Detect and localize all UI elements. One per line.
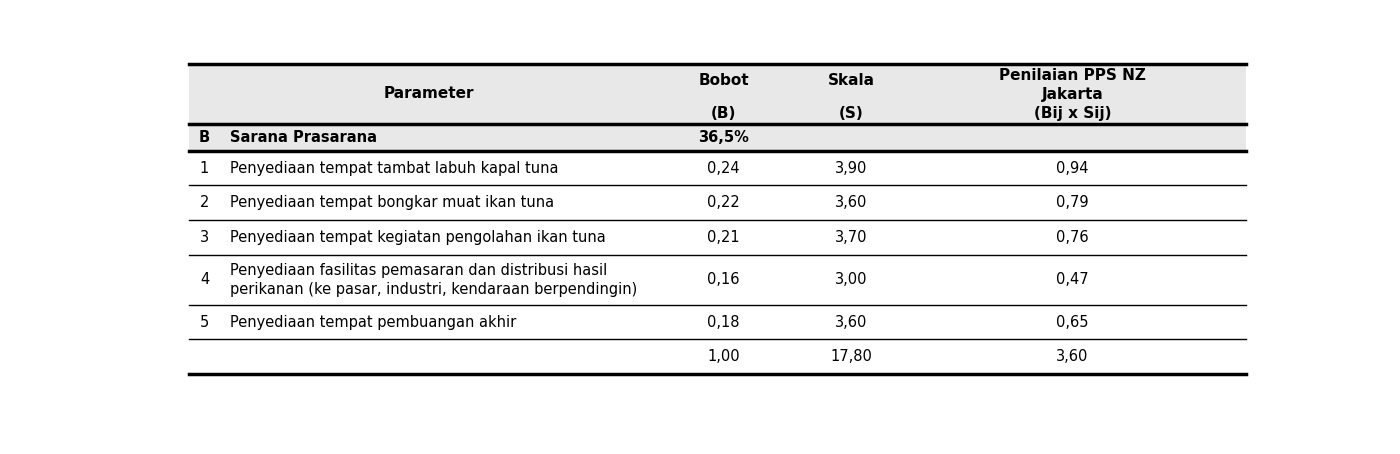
Text: 1: 1 [200, 161, 209, 176]
Text: 0,65: 0,65 [1056, 315, 1089, 330]
Text: 3,60: 3,60 [836, 315, 868, 330]
Bar [189, 64, 1246, 124]
Text: Bobot: Bobot [699, 73, 749, 88]
Text: Penyediaan tempat tambat labuh kapal tuna: Penyediaan tempat tambat labuh kapal tun… [230, 161, 559, 176]
Text: (Bij x Sij): (Bij x Sij) [1033, 106, 1112, 121]
Text: (S): (S) [839, 106, 864, 121]
Text: Penyediaan tempat bongkar muat ikan tuna: Penyediaan tempat bongkar muat ikan tuna [230, 195, 554, 210]
Text: B: B [199, 130, 210, 145]
Text: 5: 5 [200, 315, 209, 330]
Text: Parameter: Parameter [384, 86, 475, 101]
Text: 4: 4 [200, 272, 209, 287]
Text: 0,79: 0,79 [1056, 195, 1089, 210]
Text: 0,22: 0,22 [707, 195, 741, 210]
Text: Skala: Skala [827, 73, 875, 88]
Text: 3,60: 3,60 [1056, 349, 1089, 364]
Text: 0,47: 0,47 [1056, 272, 1089, 287]
Text: 0,18: 0,18 [707, 315, 741, 330]
Text: Sarana Prasarana: Sarana Prasarana [230, 130, 377, 145]
Text: 17,80: 17,80 [830, 349, 872, 364]
Text: 3,00: 3,00 [836, 272, 868, 287]
Text: Penyediaan tempat pembuangan akhir: Penyediaan tempat pembuangan akhir [230, 315, 517, 330]
Text: 3: 3 [200, 230, 209, 245]
Text: Jakarta: Jakarta [1042, 87, 1103, 102]
Text: Penilaian PPS NZ: Penilaian PPS NZ [1000, 68, 1145, 83]
Text: 1,00: 1,00 [707, 349, 741, 364]
Text: 0,76: 0,76 [1056, 230, 1089, 245]
Bar [189, 124, 1246, 151]
Text: 36,5%: 36,5% [699, 130, 749, 145]
Text: 3,90: 3,90 [836, 161, 868, 176]
Text: Penyediaan fasilitas pemasaran dan distribusi hasil
perikanan (ke pasar, industr: Penyediaan fasilitas pemasaran dan distr… [230, 262, 637, 297]
Text: 3,60: 3,60 [836, 195, 868, 210]
Text: 0,16: 0,16 [707, 272, 741, 287]
Text: 3,70: 3,70 [836, 230, 868, 245]
Text: 0,21: 0,21 [707, 230, 741, 245]
Text: (B): (B) [711, 106, 736, 121]
Text: Penyediaan tempat kegiatan pengolahan ikan tuna: Penyediaan tempat kegiatan pengolahan ik… [230, 230, 606, 245]
Text: 0,94: 0,94 [1056, 161, 1089, 176]
Text: 0,24: 0,24 [707, 161, 741, 176]
Text: 2: 2 [200, 195, 209, 210]
